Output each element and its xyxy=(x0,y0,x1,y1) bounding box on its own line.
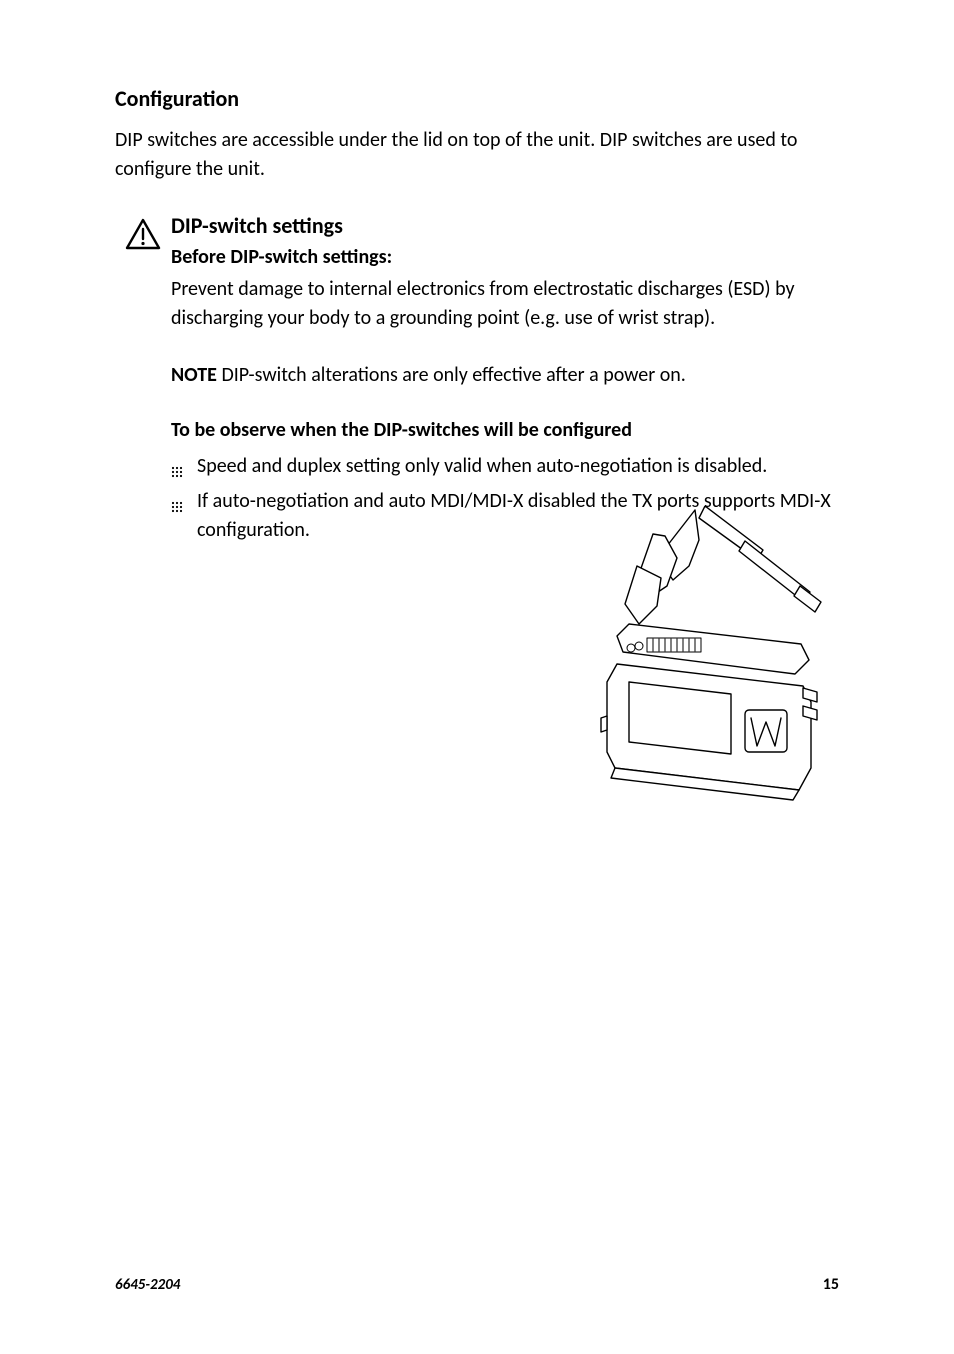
page-title: Configuration xyxy=(115,85,839,112)
doc-id: 6645-2204 xyxy=(115,1276,180,1294)
intro-paragraph: DIP switches are accessible under the li… xyxy=(115,126,839,184)
warning-icon xyxy=(125,218,161,255)
device-diagram xyxy=(595,506,830,811)
bullet-icon xyxy=(171,458,183,487)
page-number: 15 xyxy=(823,1275,839,1294)
page-footer: 6645-2204 15 xyxy=(115,1275,839,1294)
note-label: NOTE xyxy=(171,363,217,387)
section-subtitle: Before DIP-switch settings: xyxy=(171,245,839,269)
section-body: Prevent damage to internal electronics f… xyxy=(171,275,839,333)
list-item-text: Speed and duplex setting only valid when… xyxy=(197,454,767,478)
note-text: DIP-switch alterations are only effectiv… xyxy=(217,363,686,387)
section-title: DIP-switch settings xyxy=(171,212,839,239)
note-line: NOTE DIP-switch alterations are only eff… xyxy=(171,361,839,390)
bullet-icon xyxy=(171,493,183,522)
list-item: Speed and duplex setting only valid when… xyxy=(171,452,839,481)
observe-heading: To be observe when the DIP-switches will… xyxy=(171,418,839,442)
